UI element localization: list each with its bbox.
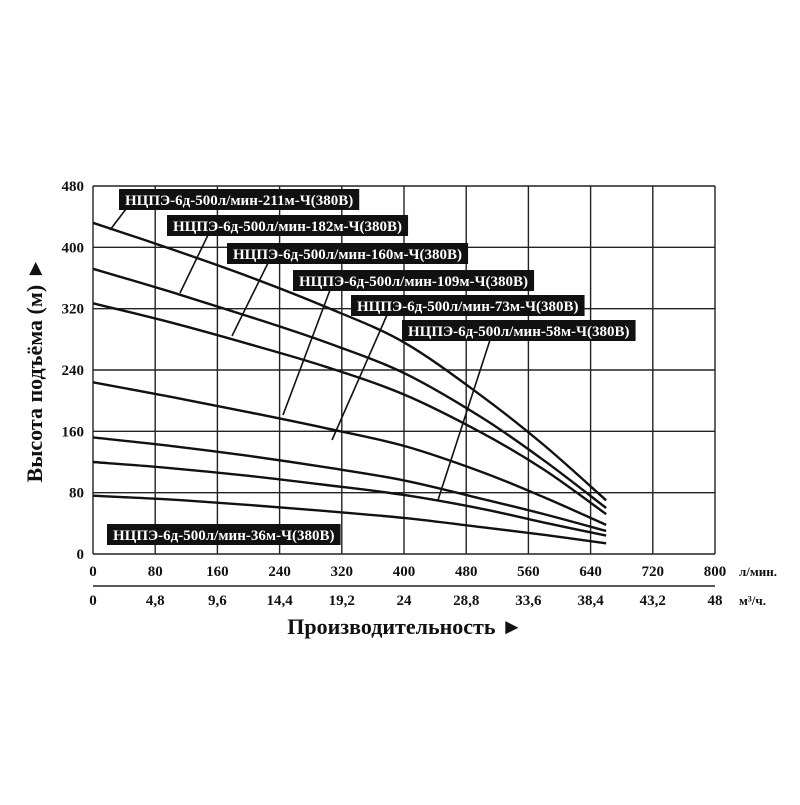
- x-tick-label: 0: [89, 564, 97, 580]
- x2-tick-label: 14,4: [266, 593, 293, 609]
- series-label-text: НЦПЭ-6д-500л/мин-73м-Ч(380В): [357, 299, 579, 315]
- series-lines: [92, 221, 607, 545]
- series-line: [92, 302, 607, 516]
- x-tick-label: 800: [704, 564, 727, 580]
- y-tick-label: 0: [77, 547, 85, 563]
- series-line: [92, 267, 607, 509]
- series-line: [92, 494, 607, 545]
- tick-labels: 00804,81609,624014,432019,24002448028,85…: [62, 179, 727, 609]
- series-label-box: [293, 270, 535, 291]
- series-line: [92, 221, 607, 502]
- label-leader-line: [179, 234, 209, 294]
- x2-tick-label: 43,2: [640, 593, 666, 609]
- x-tick-label: 560: [517, 564, 540, 580]
- y-axis-title: Высота подъёма (м) ►: [22, 258, 47, 483]
- series-label: НЦПЭ-6д-500л/мин-160м-Ч(380В): [227, 243, 469, 264]
- x2-tick-label: 33,6: [515, 593, 542, 609]
- series-line: [92, 381, 607, 526]
- series-line: [92, 460, 607, 537]
- x-tick-label: 80: [148, 564, 163, 580]
- x-tick-label: 160: [206, 564, 229, 580]
- x2-tick-label: 28,8: [453, 593, 479, 609]
- x-axis-unit-secondary: м³/ч.: [739, 593, 766, 608]
- label-leader-line: [331, 314, 388, 441]
- y-tick-label: 80: [69, 486, 84, 502]
- series-line: [92, 436, 607, 533]
- series-label: НЦПЭ-6д-500л/мин-58м-Ч(380В): [402, 320, 636, 341]
- series-label-text: НЦПЭ-6д-500л/мин-160м-Ч(380В): [233, 247, 462, 263]
- y-tick-label: 480: [62, 179, 85, 195]
- series-label-box: [119, 189, 360, 210]
- label-leader-line: [437, 339, 491, 501]
- series-label-text: НЦПЭ-6д-500л/мин-36м-Ч(380В): [113, 528, 335, 544]
- series-label-box: [107, 524, 341, 545]
- x-tick-label: 400: [393, 564, 416, 580]
- series-label-box: [227, 243, 469, 264]
- y-tick-label: 400: [62, 240, 85, 256]
- series-label: НЦПЭ-6д-500л/мин-36м-Ч(380В): [107, 524, 341, 545]
- x2-tick-label: 19,2: [329, 593, 355, 609]
- series-label-text: НЦПЭ-6д-500л/мин-109м-Ч(380В): [299, 274, 528, 290]
- y-tick-label: 160: [62, 424, 85, 440]
- x-axis-unit-primary: л/мин.: [739, 564, 777, 579]
- label-leader-line: [109, 208, 127, 231]
- x2-tick-label: 9,6: [208, 593, 227, 609]
- series-label-text: НЦПЭ-6д-500л/мин-211м-Ч(380В): [125, 193, 353, 209]
- series-label: НЦПЭ-6д-500л/мин-211м-Ч(380В): [119, 189, 360, 210]
- x-tick-label: 240: [268, 564, 291, 580]
- x-axis-title: Производительность ►: [287, 614, 522, 639]
- x2-tick-label: 0: [89, 593, 97, 609]
- series-label-text: НЦПЭ-6д-500л/мин-58м-Ч(380В): [408, 324, 630, 340]
- series-label: НЦПЭ-6д-500л/мин-182м-Ч(380В): [167, 215, 409, 236]
- label-leader-line: [282, 289, 331, 416]
- series-label-box: [402, 320, 636, 341]
- y-tick-label: 240: [62, 363, 85, 379]
- x2-tick-label: 4,8: [146, 593, 165, 609]
- label-leader-line: [231, 262, 269, 337]
- label-leader-lines: [109, 208, 491, 501]
- series-label: НЦПЭ-6д-500л/мин-73м-Ч(380В): [351, 295, 585, 316]
- x-tick-label: 480: [455, 564, 478, 580]
- series-label-box: [167, 215, 409, 236]
- x-tick-label: 640: [579, 564, 602, 580]
- x-tick-label: 720: [642, 564, 665, 580]
- series-label-text: НЦПЭ-6д-500л/мин-182м-Ч(380В): [173, 219, 402, 235]
- y-tick-label: 320: [62, 302, 85, 318]
- x2-tick-label: 38,4: [577, 593, 604, 609]
- x2-tick-label: 48: [708, 593, 723, 609]
- series-label: НЦПЭ-6д-500л/мин-109м-Ч(380В): [293, 270, 535, 291]
- x2-tick-label: 24: [397, 593, 413, 609]
- series-labels: НЦПЭ-6д-500л/мин-211м-Ч(380В) НЦПЭ-6д-500…: [107, 189, 636, 545]
- series-label-box: [351, 295, 585, 316]
- x-tick-label: 320: [331, 564, 354, 580]
